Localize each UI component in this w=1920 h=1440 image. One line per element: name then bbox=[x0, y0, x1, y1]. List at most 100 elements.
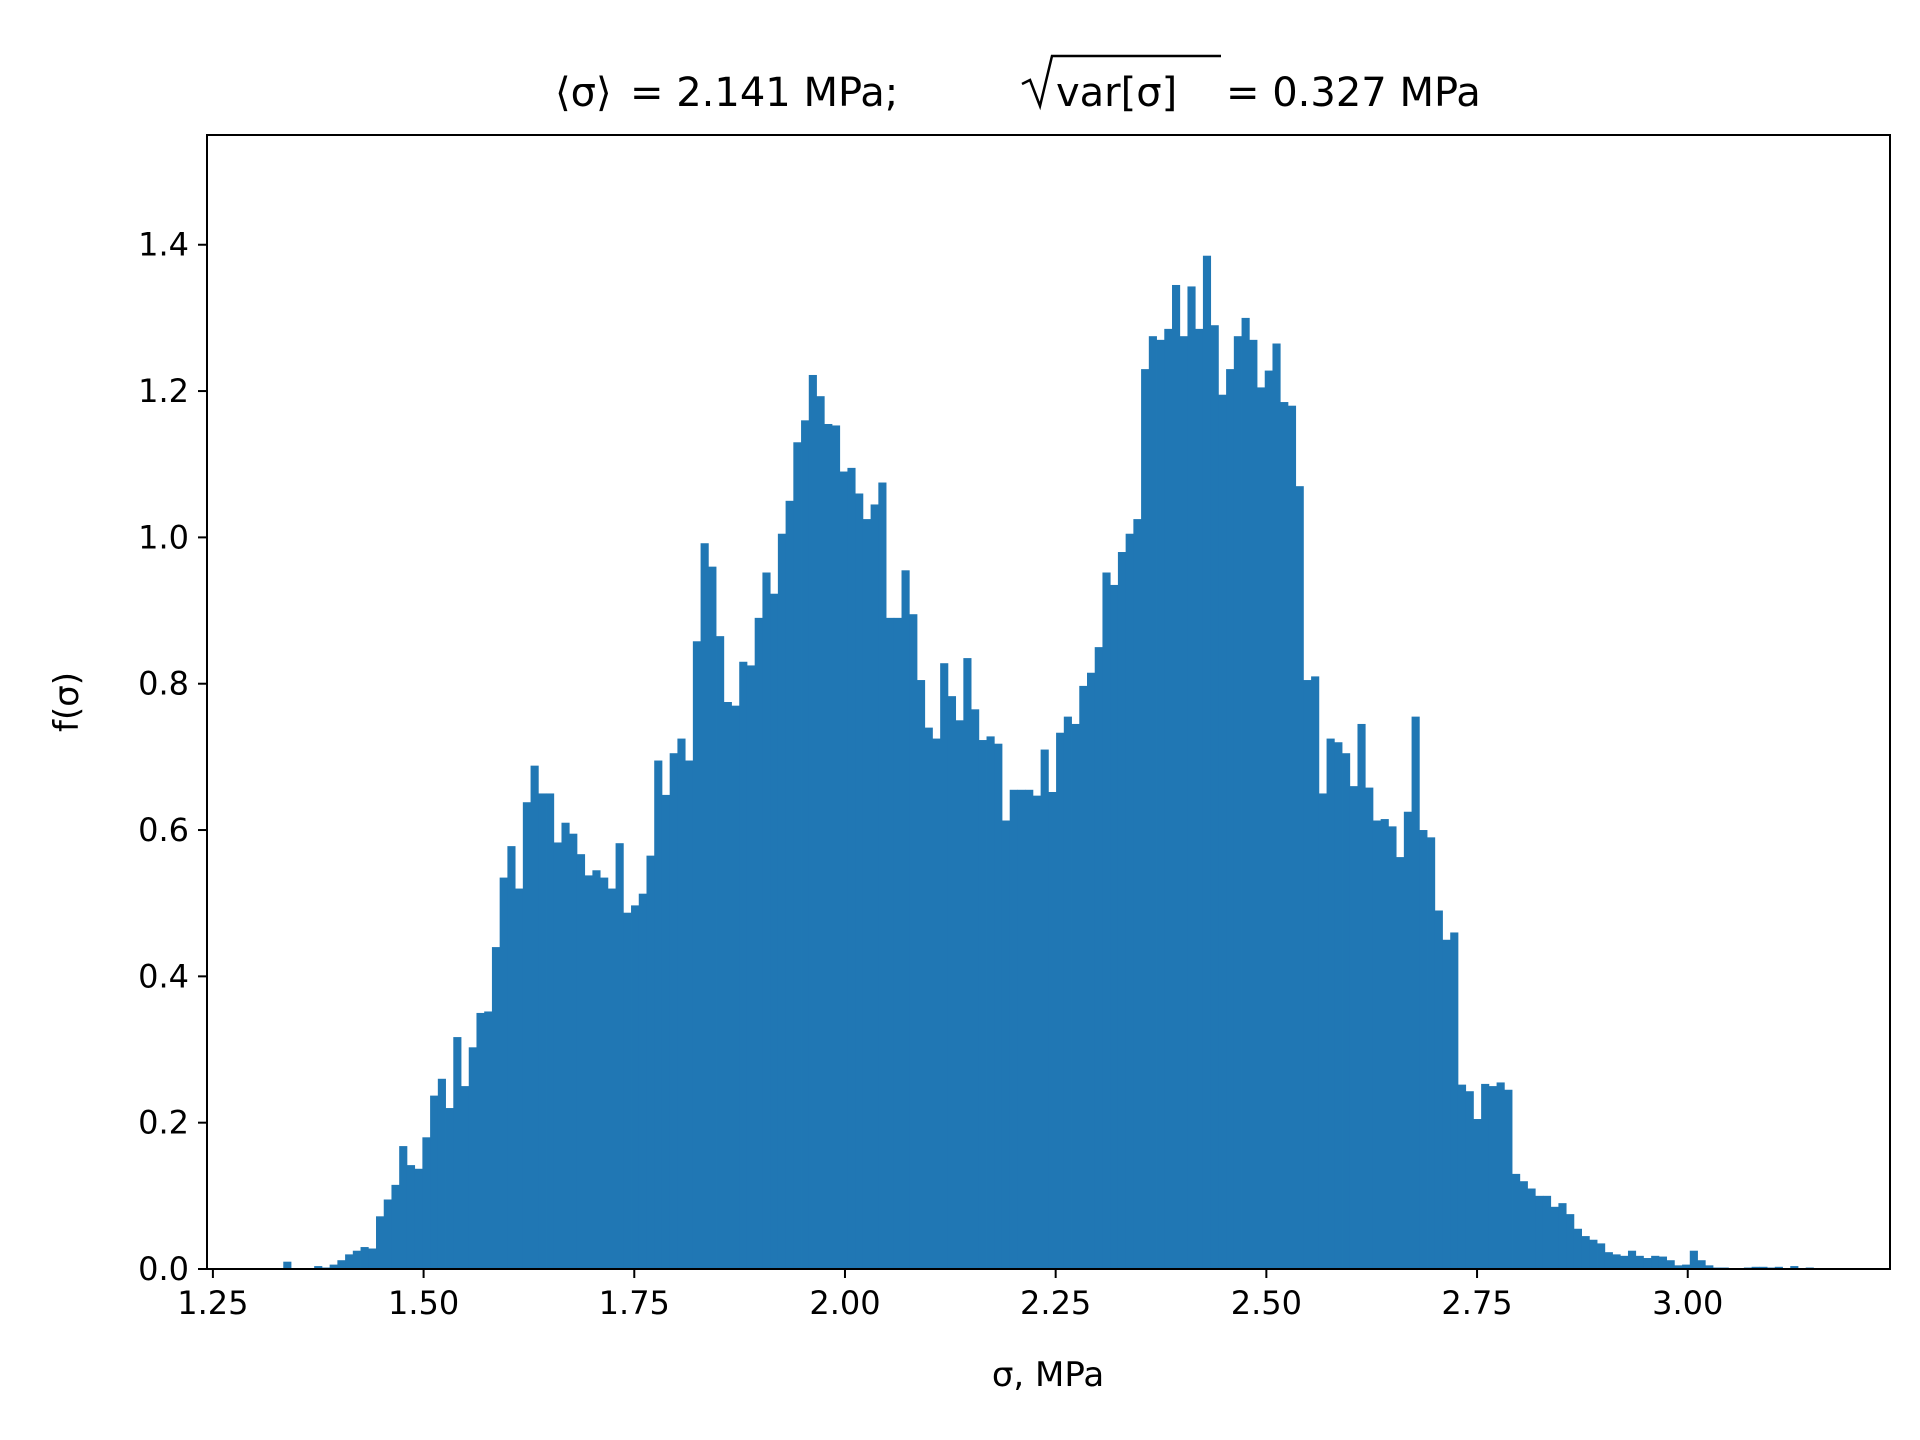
histogram-bar bbox=[1342, 753, 1351, 1269]
histogram-bar bbox=[1465, 1091, 1474, 1269]
histogram-bar bbox=[1504, 1089, 1513, 1269]
histogram-bar bbox=[1689, 1250, 1698, 1269]
histogram-bar bbox=[940, 663, 949, 1269]
histogram-bar bbox=[847, 467, 856, 1269]
histogram-bar bbox=[1705, 1265, 1714, 1269]
histogram-bar bbox=[1496, 1082, 1505, 1269]
histogram-bar bbox=[615, 843, 624, 1269]
histogram-bar bbox=[785, 500, 794, 1269]
histogram-bar bbox=[916, 680, 926, 1269]
histogram-bar bbox=[1040, 749, 1049, 1269]
histogram-bar bbox=[862, 519, 872, 1269]
histogram-bar bbox=[1473, 1119, 1482, 1269]
histogram-bar bbox=[352, 1250, 361, 1269]
histogram-bar bbox=[383, 1199, 392, 1269]
histogram-bar bbox=[901, 570, 910, 1269]
histogram-bar bbox=[1790, 1266, 1799, 1269]
y-axis-ticks: 0.0 0.2 0.4 0.6 0.8 1.0 1.2 1.4 bbox=[138, 226, 207, 1288]
histogram-bar bbox=[1156, 339, 1165, 1270]
histogram-bar bbox=[909, 614, 918, 1269]
histogram-bar bbox=[414, 1168, 423, 1269]
histogram-bar bbox=[1102, 572, 1111, 1269]
histogram-bar bbox=[1488, 1086, 1497, 1269]
histogram-bar bbox=[1427, 837, 1436, 1269]
histogram-bar bbox=[1365, 787, 1374, 1269]
histogram-bar bbox=[831, 425, 841, 1269]
histogram-bar bbox=[569, 833, 578, 1269]
histogram-bar bbox=[1110, 584, 1119, 1269]
histogram-bar bbox=[314, 1266, 323, 1269]
histogram-bar bbox=[1566, 1214, 1575, 1269]
histogram-bar bbox=[360, 1247, 369, 1269]
x-tick-label: 2.00 bbox=[809, 1284, 880, 1322]
histogram-bar bbox=[1179, 336, 1188, 1269]
histogram-bar bbox=[1388, 826, 1397, 1269]
histogram-bar bbox=[1117, 552, 1127, 1269]
histogram-bar bbox=[669, 753, 678, 1269]
histogram-bar bbox=[1172, 284, 1181, 1270]
histogram-bar bbox=[1141, 369, 1150, 1269]
histogram-bar bbox=[1535, 1195, 1544, 1269]
histogram-bar bbox=[638, 893, 647, 1269]
histogram-bar bbox=[1311, 676, 1320, 1269]
histogram-bar bbox=[399, 1146, 408, 1269]
histogram-bar bbox=[576, 854, 586, 1269]
histogram-bar bbox=[546, 793, 555, 1269]
y-tick-label: 0.0 bbox=[138, 1250, 189, 1288]
histogram-bar bbox=[491, 947, 501, 1269]
histogram-bar bbox=[932, 738, 941, 1269]
histogram-bar bbox=[1682, 1264, 1691, 1269]
histogram-bar bbox=[816, 396, 825, 1269]
histogram-bar bbox=[1264, 370, 1273, 1270]
histogram-bar bbox=[607, 888, 616, 1269]
histogram-bar bbox=[515, 888, 524, 1269]
histogram-bar bbox=[1527, 1188, 1536, 1269]
histogram-bar bbox=[870, 504, 879, 1270]
histogram-bar bbox=[1218, 394, 1227, 1270]
histogram-bar bbox=[437, 1078, 446, 1269]
histogram-bar bbox=[731, 705, 740, 1269]
histogram-bar bbox=[1148, 336, 1157, 1269]
histogram-bar bbox=[754, 617, 763, 1269]
histogram-bar bbox=[530, 765, 539, 1269]
histogram-bar bbox=[801, 420, 810, 1270]
histogram-bar bbox=[391, 1184, 400, 1269]
histogram-bar bbox=[1063, 716, 1072, 1269]
x-tick-label: 2.25 bbox=[1020, 1284, 1091, 1322]
histogram-bars bbox=[283, 255, 1814, 1270]
histogram-bar bbox=[476, 1012, 485, 1269]
y-tick-label: 1.0 bbox=[138, 518, 189, 556]
histogram-bar bbox=[1512, 1173, 1521, 1269]
histogram-bar bbox=[623, 912, 632, 1269]
sqrt-symbol bbox=[1021, 54, 1221, 111]
x-axis-label: σ, MPa bbox=[992, 1355, 1104, 1395]
histogram-bar bbox=[1287, 405, 1297, 1269]
histogram-bar bbox=[1658, 1256, 1668, 1269]
histogram-bar bbox=[661, 794, 671, 1269]
histogram-bar bbox=[1403, 811, 1412, 1269]
x-tick-label: 3.00 bbox=[1652, 1284, 1723, 1322]
histogram-bar bbox=[1411, 716, 1420, 1269]
histogram-bar bbox=[893, 617, 902, 1269]
histogram-bar bbox=[461, 1086, 470, 1269]
histogram-bar bbox=[368, 1248, 377, 1269]
histogram-bar bbox=[1326, 738, 1335, 1269]
histogram-bar bbox=[685, 760, 694, 1269]
histogram-bar bbox=[406, 1165, 416, 1269]
x-tick-label: 2.75 bbox=[1441, 1284, 1512, 1322]
histogram-bar bbox=[1241, 317, 1250, 1269]
histogram-bar bbox=[1017, 789, 1026, 1269]
histogram-bar bbox=[468, 1047, 477, 1269]
histogram-bar bbox=[1257, 387, 1266, 1269]
histogram-bar bbox=[1079, 685, 1088, 1269]
histogram-bar bbox=[329, 1264, 338, 1269]
histogram-bar bbox=[986, 736, 995, 1269]
y-tick-label: 1.2 bbox=[138, 372, 189, 410]
histogram-bar bbox=[1558, 1203, 1567, 1269]
histogram-bar bbox=[808, 374, 817, 1270]
plot-frame bbox=[206, 134, 1891, 1270]
histogram-bar bbox=[453, 1037, 462, 1269]
histogram-bar bbox=[1164, 328, 1173, 1269]
histogram-bar bbox=[1295, 486, 1304, 1269]
